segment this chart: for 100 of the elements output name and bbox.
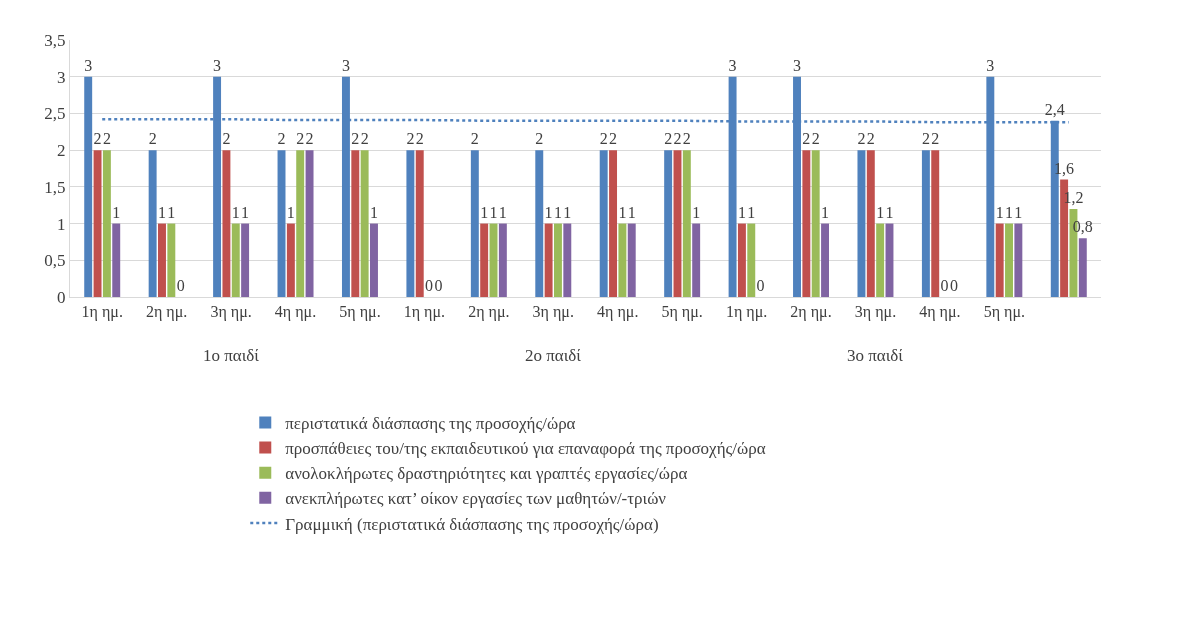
y-tick-label: 0 xyxy=(57,287,66,307)
x-tick-label: 4η ημ. xyxy=(274,303,317,322)
x-tick-label: 4η ημ. xyxy=(597,303,639,322)
data-label: 2 xyxy=(305,130,314,148)
bar xyxy=(93,150,102,297)
x-tick-label: 5η ημ. xyxy=(661,303,703,322)
text: 1ο παιδί xyxy=(203,346,260,365)
data-label: 0 xyxy=(940,277,949,294)
data-label: 1 xyxy=(885,203,894,221)
x-tick-label: 5η ημ. xyxy=(339,303,381,322)
data-label: 2 xyxy=(415,130,424,148)
data-label: 2 xyxy=(599,130,608,148)
bar xyxy=(1014,223,1023,297)
data-label: 2 xyxy=(682,130,691,148)
data-label: 1 xyxy=(563,203,572,221)
data-label: 1 xyxy=(241,203,250,221)
bar xyxy=(158,223,166,297)
data-label: 1 xyxy=(1014,203,1023,221)
data-label: 2 xyxy=(296,130,305,148)
data-label: 1 xyxy=(369,203,378,221)
bar xyxy=(682,150,691,297)
data-label: 0 xyxy=(756,277,765,294)
bar xyxy=(222,150,231,297)
bar xyxy=(664,150,673,297)
legend-label: Γραμμική (περιστατικά διάσπασης της προσοχής/ώρα) xyxy=(285,514,659,534)
data-label: 2 xyxy=(470,130,479,148)
data-label: 1 xyxy=(498,203,507,221)
data-label: 1 xyxy=(489,203,498,221)
bar xyxy=(370,223,378,297)
bar xyxy=(360,150,369,297)
data-label: 1 xyxy=(627,203,636,221)
bar xyxy=(415,150,424,297)
legend-label: προσπάθειες του/της εκπαιδευτικού για επαναφορά της προσοχής/ώρα xyxy=(285,439,766,459)
text: 2ο παιδί xyxy=(525,346,582,365)
data-label: 1 xyxy=(1005,203,1014,221)
data-label: 2 xyxy=(360,130,369,148)
y-tick-label: 1 xyxy=(57,214,66,234)
data-label: 2 xyxy=(535,130,544,148)
legend-label: περιστατικά διάσπασης της προσοχής/ώρα xyxy=(285,414,576,434)
bar xyxy=(692,223,701,297)
bar xyxy=(286,223,295,297)
data-label: 2 xyxy=(802,130,811,148)
bar xyxy=(627,223,636,297)
bar xyxy=(84,76,93,297)
data-label: 1 xyxy=(692,203,701,221)
data-label: 0 xyxy=(176,277,185,294)
legend-label: ανολοκλήρωτες δραστηριότητες και γραπτές εργασίες/ώρα xyxy=(285,464,688,484)
bar xyxy=(231,223,240,297)
data-label: 3 xyxy=(986,56,995,74)
bar xyxy=(618,223,627,297)
data-label: 2,4 xyxy=(1044,100,1065,118)
data-label: 3 xyxy=(341,56,350,74)
data-label: 2 xyxy=(609,130,618,148)
data-label: 2 xyxy=(148,130,157,148)
bar xyxy=(102,150,111,297)
bar xyxy=(148,150,157,297)
x-tick-label: 2η ημ. xyxy=(468,303,510,322)
bar xyxy=(480,223,489,297)
bar xyxy=(821,223,830,297)
bar xyxy=(995,223,1004,297)
data-label: 2 xyxy=(931,130,940,148)
data-label: 0 xyxy=(425,277,434,294)
data-label: 2 xyxy=(857,130,866,148)
bar xyxy=(747,223,756,297)
data-label: 1 xyxy=(618,203,627,221)
y-tick-label: 2 xyxy=(57,141,66,161)
bar xyxy=(1005,223,1013,297)
bar xyxy=(553,223,562,297)
bar xyxy=(802,150,811,297)
bar xyxy=(876,223,885,297)
y-tick-label: 1,5 xyxy=(44,177,66,197)
y-tick-label: 2,5 xyxy=(44,104,66,124)
bar xyxy=(931,150,940,297)
bar xyxy=(167,223,176,297)
x-tick-label: 1η ημ. xyxy=(81,303,123,322)
bar xyxy=(498,223,507,297)
bar xyxy=(737,223,746,297)
x-tick-label: 2η ημ. xyxy=(790,303,832,322)
data-label: 3 xyxy=(84,56,93,74)
data-label: 2 xyxy=(406,130,415,148)
data-label: 2 xyxy=(222,130,231,148)
data-label: 2 xyxy=(664,130,673,148)
data-label: 3 xyxy=(793,56,802,74)
bar xyxy=(406,150,415,297)
y-tick-label: 3 xyxy=(57,67,66,87)
bar xyxy=(866,150,875,297)
legend-label: ανεκπλήρωτες κατ’ οίκον εργασίες των μαθητών/-τριών xyxy=(285,489,667,509)
data-label: 0 xyxy=(949,277,958,294)
data-label: 2 xyxy=(811,130,820,148)
bar xyxy=(609,150,618,297)
data-label: 2 xyxy=(673,130,682,148)
data-label: 1 xyxy=(167,203,176,221)
bar xyxy=(921,150,930,297)
bar xyxy=(599,150,608,297)
data-label: 3 xyxy=(728,56,737,74)
data-label: 2 xyxy=(921,130,930,148)
data-label: 2 xyxy=(866,130,875,148)
bar xyxy=(112,223,121,297)
y-tick-label: 0,5 xyxy=(44,251,66,271)
data-label: 2 xyxy=(277,130,286,148)
